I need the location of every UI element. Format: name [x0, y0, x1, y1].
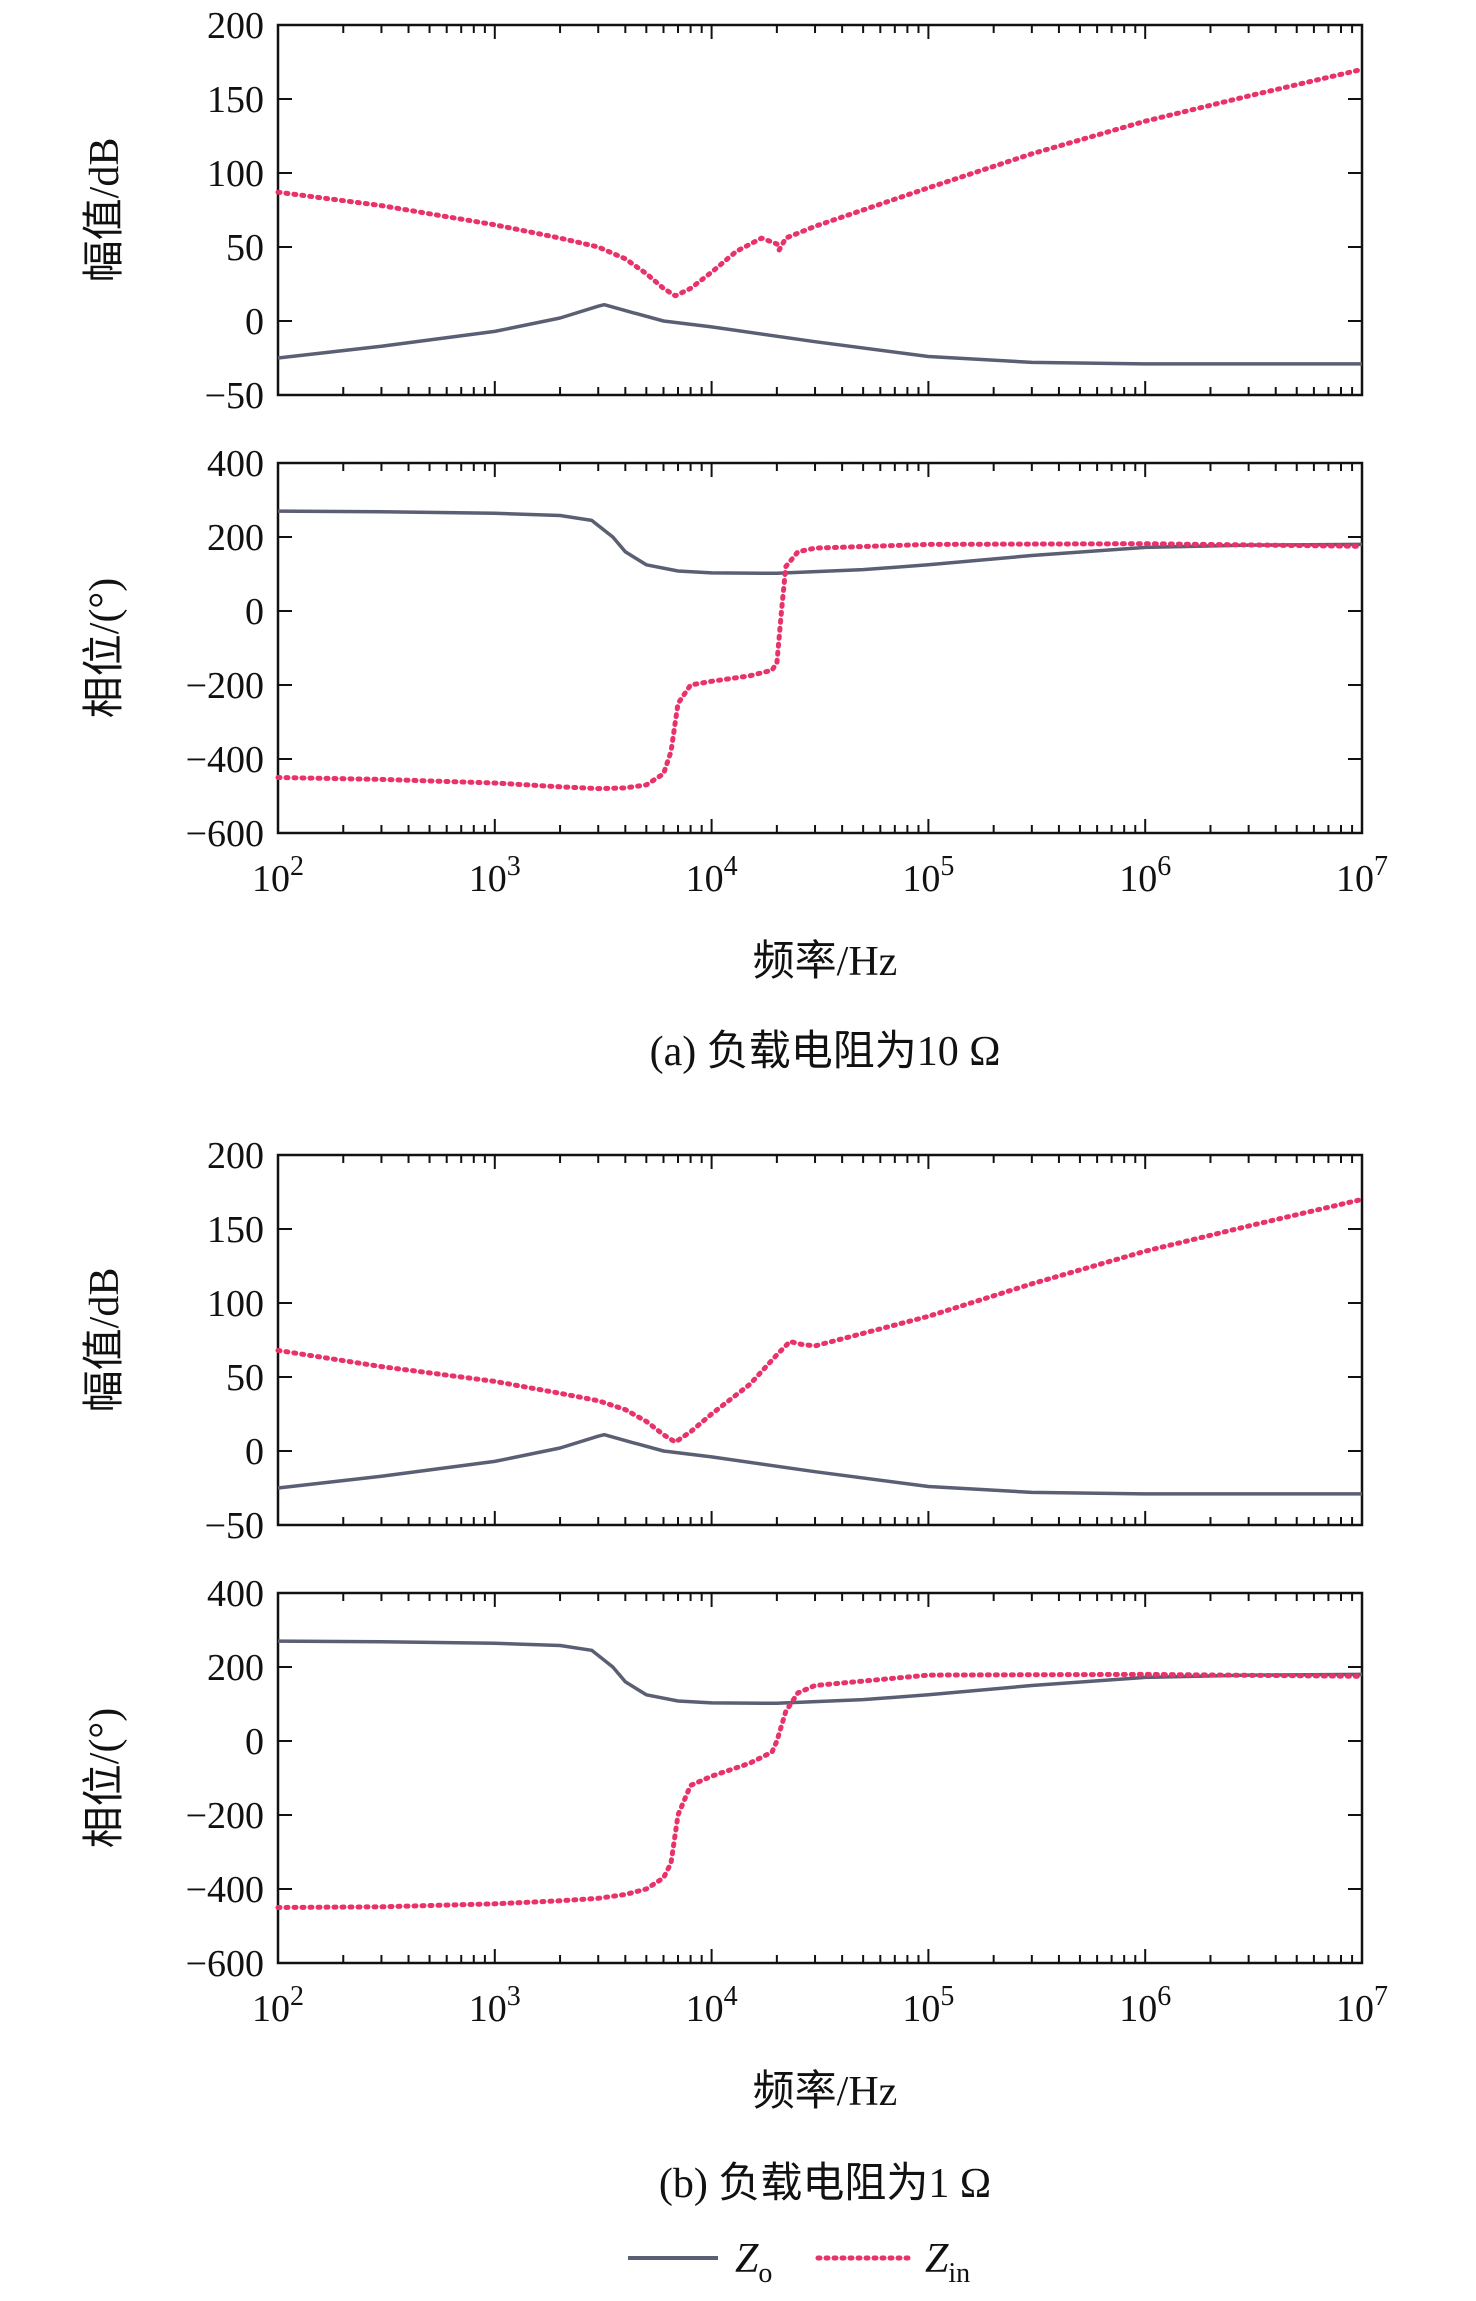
x-tick-base: 10	[1119, 1988, 1157, 2030]
x-tick-exponent: 5	[940, 1981, 954, 2012]
y-tick-label: 150	[207, 1209, 264, 1251]
series-zo-line	[277, 302, 1362, 366]
x-tick-label: 104	[686, 1981, 738, 2030]
x-tick-exponent: 4	[724, 1981, 738, 2012]
x-tick-exponent: 3	[507, 851, 521, 882]
y-tick-label: 150	[207, 79, 264, 121]
panel-a-magnitude: 200 150 100 50 0 −50 幅值/dB	[82, 5, 1365, 417]
series-zo-line	[277, 1639, 1363, 1706]
y-tick-label: 200	[207, 5, 264, 47]
x-tick-exponent: 3	[507, 1981, 521, 2012]
y-tick-label: −600	[186, 1943, 264, 1985]
x-tick-base: 10	[686, 858, 724, 900]
x-tick-label: 107	[1336, 1981, 1388, 2030]
y-tick-label: −50	[205, 1505, 264, 1547]
y-axis-label: 相位/(°)	[81, 1708, 128, 1848]
x-tick-base: 10	[469, 858, 507, 900]
x-tick-label: 102	[252, 1981, 304, 2030]
y-tick-label: 200	[207, 1647, 264, 1689]
x-tick-label: 106	[1119, 1981, 1171, 2030]
x-tick-label: 104	[686, 851, 738, 900]
y-tick-label: 400	[207, 443, 264, 485]
plot-frame	[276, 1591, 1364, 1965]
panel-b-phase: 102 103 104 105 106 1074002000−200−400−600相位/…	[81, 1573, 1388, 2030]
x-tick-label: 107	[1336, 851, 1388, 900]
x-tick-exponent: 7	[1374, 851, 1388, 882]
x-tick-label: 106	[1119, 851, 1171, 900]
y-tick-label: 400	[207, 1573, 264, 1615]
y-tick-label: 50	[226, 1357, 264, 1399]
x-tick-base: 10	[1336, 858, 1374, 900]
caption-b: (b) 负载电阻为1 Ω	[659, 2161, 991, 2207]
x-tick-label: 103	[469, 851, 521, 900]
y-tick-label: −200	[186, 1795, 264, 1837]
y-tick-label: −600	[186, 813, 264, 855]
series-zin-line	[275, 541, 1365, 792]
legend-label-zo-main: Z	[735, 2236, 759, 2282]
legend: Zo Zin	[628, 2236, 970, 2289]
legend-label-zo-sub: o	[758, 2258, 772, 2289]
x-axis-label-b: 频率/Hz	[753, 2068, 898, 2115]
y-tick-label: −50	[205, 375, 264, 417]
y-axis-label: 幅值/dB	[82, 138, 128, 283]
legend-label-zin-sub: in	[948, 2258, 970, 2289]
y-tick-label: 200	[207, 1135, 264, 1177]
x-tick-base: 10	[1336, 1988, 1374, 2030]
plot-frame	[276, 23, 1364, 397]
x-tick-base: 10	[252, 1988, 290, 2030]
panel-b-magnitude: 200 150 100 50 0 −50 幅值/dB	[82, 1135, 1365, 1547]
x-tick-base: 10	[252, 858, 290, 900]
y-axis-label: 相位/(°)	[81, 578, 128, 718]
x-tick-base: 10	[902, 1988, 940, 2030]
y-tick-label: 50	[226, 227, 264, 269]
y-tick-label: −400	[186, 739, 264, 781]
x-tick-exponent: 7	[1374, 1981, 1388, 2012]
legend-label-zin-main: Z	[925, 2236, 949, 2282]
x-tick-exponent: 6	[1157, 1981, 1171, 2012]
y-tick-label: 100	[207, 1283, 264, 1325]
y-tick-label: 200	[207, 517, 264, 559]
y-tick-label: 0	[245, 1431, 264, 1473]
x-tick-base: 10	[902, 858, 940, 900]
x-tick-label: 103	[469, 1981, 521, 2030]
x-tick-base: 10	[1119, 858, 1157, 900]
y-tick-label: −200	[186, 665, 264, 707]
y-tick-label: 100	[207, 153, 264, 195]
x-tick-exponent: 2	[290, 1981, 304, 2012]
x-axis-label-a: 频率/Hz	[753, 938, 898, 985]
plot-frame	[276, 1153, 1364, 1527]
legend-label-zin: Zin	[925, 2236, 970, 2289]
y-tick-label: 0	[245, 591, 264, 633]
x-tick-exponent: 2	[290, 851, 304, 882]
plot-frame	[276, 461, 1364, 835]
series-zin-line	[275, 1671, 1365, 1910]
x-tick-exponent: 6	[1157, 851, 1171, 882]
panel-a-phase: 102 103 104 105 106 1074002000−200−400−600相位/…	[81, 443, 1388, 900]
x-tick-label: 102	[252, 851, 304, 900]
series-zo-line	[277, 509, 1363, 576]
legend-label-zo: Zo	[735, 2236, 772, 2289]
x-tick-exponent: 4	[724, 851, 738, 882]
x-tick-base: 10	[469, 1988, 507, 2030]
y-tick-label: 0	[245, 1721, 264, 1763]
series-zo-line	[277, 1432, 1362, 1496]
x-tick-label: 105	[902, 851, 954, 900]
y-tick-label: −400	[186, 1869, 264, 1911]
y-axis-label: 幅值/dB	[82, 1268, 128, 1413]
x-tick-label: 105	[902, 1981, 954, 2030]
caption-a: (a) 负载电阻为10 Ω	[650, 1029, 1001, 1075]
x-tick-base: 10	[686, 1988, 724, 2030]
series-zin-line	[275, 1196, 1365, 1445]
y-tick-label: 0	[245, 301, 264, 343]
x-tick-exponent: 5	[940, 851, 954, 882]
series-zin-line	[275, 66, 1365, 299]
